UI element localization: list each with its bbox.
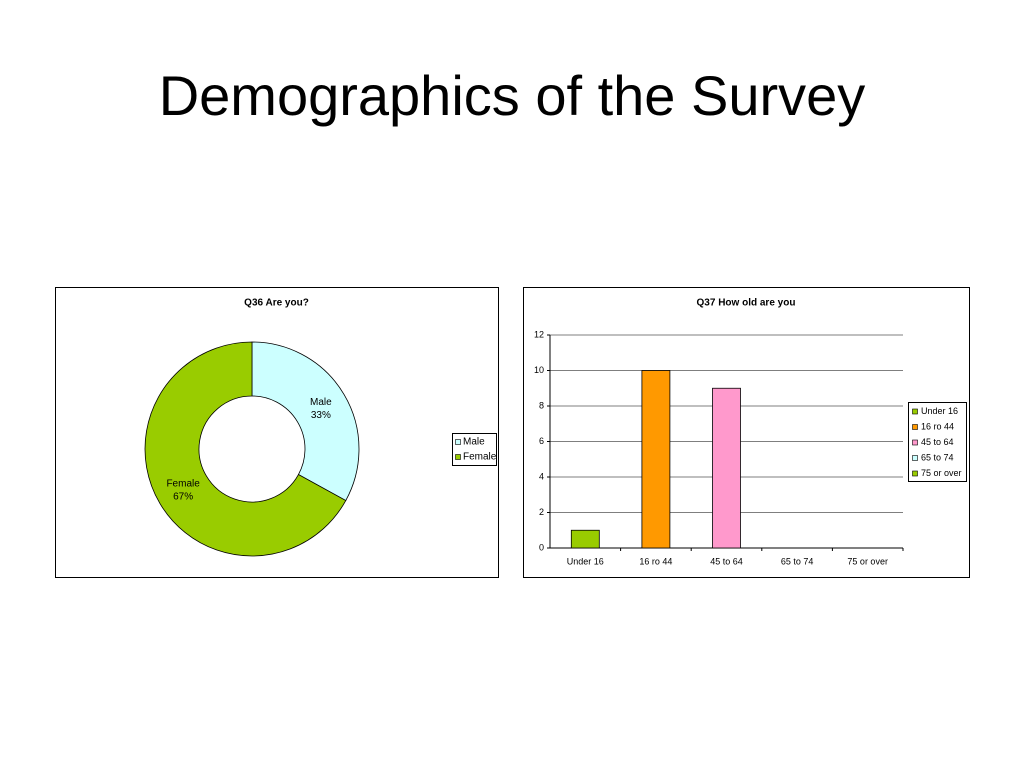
y-tick-label: 10 [534, 365, 544, 375]
legend-swatch [912, 470, 918, 477]
legend-swatch [912, 455, 918, 461]
x-tick-label: Under 16 [567, 556, 604, 566]
y-tick-label: 4 [539, 471, 544, 481]
legend-label: Female [463, 452, 497, 463]
slice-value-label: 67% [173, 491, 193, 502]
chart-frame [523, 287, 970, 578]
x-tick-label: 45 to 64 [710, 556, 743, 566]
chart-title: Q37 How old are you [697, 298, 796, 309]
legend-swatch [455, 439, 461, 445]
legend-label: 75 or over [921, 468, 962, 478]
x-tick-label: 16 ro 44 [639, 556, 672, 566]
slide-title: Demographics of the Survey [159, 64, 866, 127]
legend-box [452, 433, 497, 466]
legend-swatch [455, 454, 461, 460]
x-tick-label: 75 or over [847, 556, 888, 566]
slice-category-label: Female [166, 478, 200, 489]
legend-swatch [912, 424, 918, 430]
y-tick-label: 6 [539, 436, 544, 446]
slice-category-label: Male [310, 397, 332, 408]
x-tick-label: 65 to 74 [781, 556, 814, 566]
y-tick-label: 12 [534, 329, 544, 339]
bar [641, 370, 671, 549]
donut-slice [251, 341, 360, 502]
legend-label: 16 ro 44 [921, 421, 954, 431]
y-tick-label: 8 [539, 400, 544, 410]
bar [712, 387, 741, 549]
legend-swatch [912, 439, 918, 446]
chart-title: Q36 Are you? [244, 298, 309, 309]
legend-label: Under 16 [921, 406, 958, 416]
legend-label: 65 to 74 [921, 452, 954, 462]
donut-slice [144, 341, 347, 557]
y-tick-label: 2 [539, 507, 544, 517]
bar [570, 529, 600, 549]
legend-label: Male [463, 437, 485, 448]
legend-swatch [912, 408, 918, 415]
y-tick-label: 0 [539, 542, 544, 552]
slice-value-label: 33% [311, 410, 331, 421]
legend-box [908, 402, 967, 482]
legend-label: 45 to 64 [921, 437, 954, 447]
